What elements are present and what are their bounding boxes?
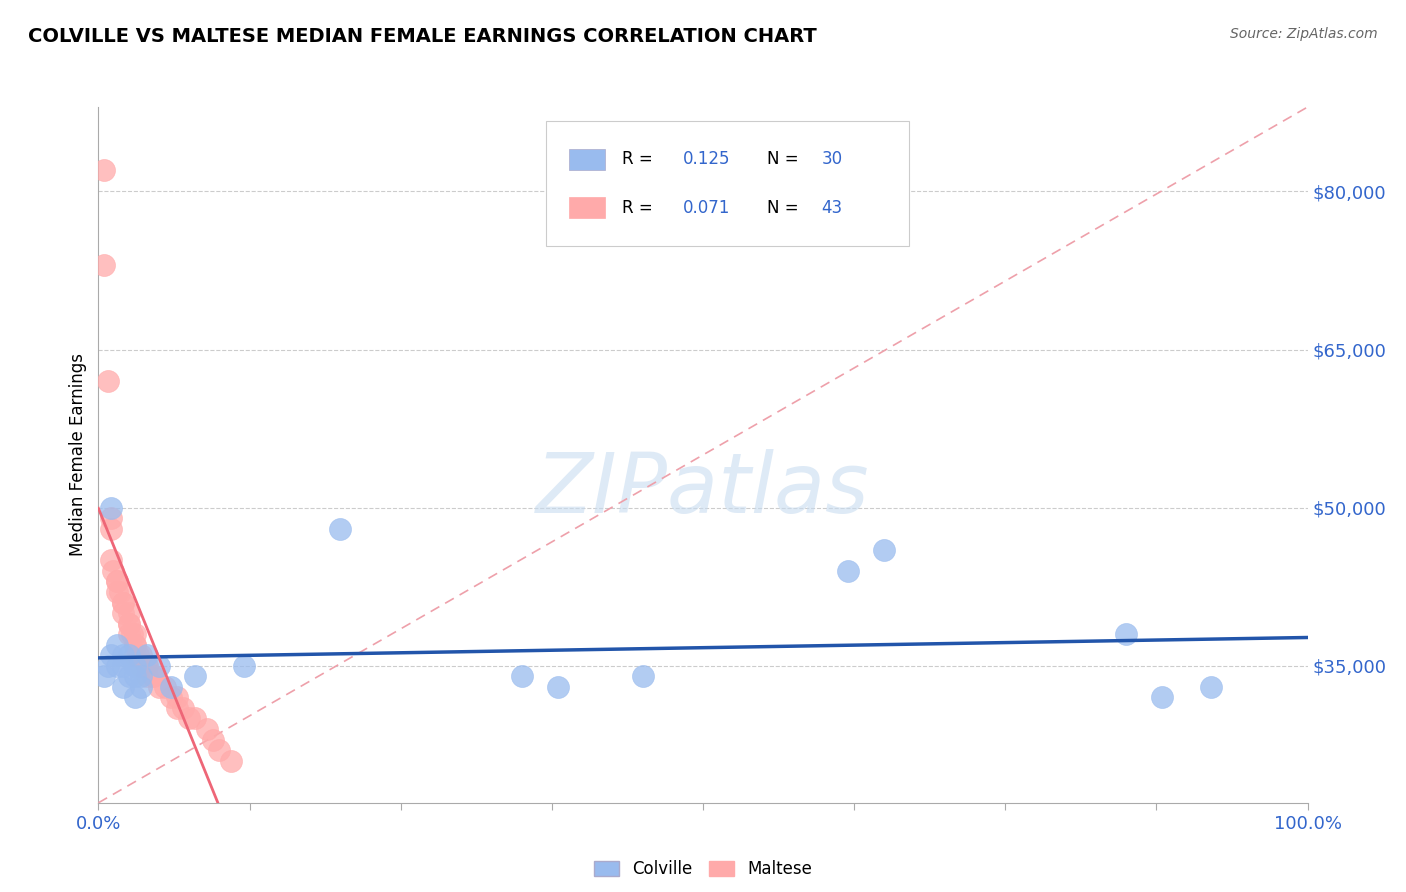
Point xyxy=(100,553,122,567)
Point xyxy=(160,690,183,705)
Point xyxy=(100,511,122,525)
Point xyxy=(105,574,128,589)
Point xyxy=(111,595,134,609)
Point xyxy=(124,669,146,683)
Legend: Colville, Maltese: Colville, Maltese xyxy=(588,854,818,885)
Text: 0.125: 0.125 xyxy=(682,150,730,169)
Point xyxy=(111,680,134,694)
Point xyxy=(177,711,201,725)
Text: R =: R = xyxy=(621,199,658,217)
Point xyxy=(1152,690,1174,705)
Point xyxy=(148,680,170,694)
FancyBboxPatch shape xyxy=(569,149,605,169)
Point xyxy=(124,638,146,652)
Point xyxy=(135,658,157,673)
Point xyxy=(124,638,146,652)
Text: N =: N = xyxy=(768,150,804,169)
Point xyxy=(184,711,207,725)
Text: Source: ZipAtlas.com: Source: ZipAtlas.com xyxy=(1230,27,1378,41)
Point xyxy=(148,658,170,673)
Point xyxy=(166,690,188,705)
Point xyxy=(108,585,131,599)
Point xyxy=(100,500,122,515)
Text: 43: 43 xyxy=(821,199,842,217)
Point xyxy=(124,658,146,673)
Point xyxy=(101,564,124,578)
Text: 0.071: 0.071 xyxy=(682,199,730,217)
Text: N =: N = xyxy=(768,199,804,217)
Point xyxy=(97,374,120,388)
Point xyxy=(93,669,115,683)
Point xyxy=(172,701,194,715)
Point xyxy=(510,669,533,683)
Point xyxy=(129,658,152,673)
Point xyxy=(118,669,141,683)
Text: R =: R = xyxy=(621,150,658,169)
Point xyxy=(121,627,143,641)
Point xyxy=(111,606,134,620)
Point xyxy=(118,648,141,663)
Point xyxy=(118,606,141,620)
Point xyxy=(111,648,134,663)
Point xyxy=(93,163,115,178)
Point xyxy=(631,669,654,683)
Point xyxy=(160,680,183,694)
Point xyxy=(124,690,146,705)
FancyBboxPatch shape xyxy=(569,197,605,219)
Point xyxy=(118,627,141,641)
Point xyxy=(124,648,146,663)
Point xyxy=(100,522,122,536)
Point xyxy=(221,754,243,768)
Point xyxy=(1115,627,1137,641)
Point xyxy=(142,669,165,683)
Point xyxy=(184,669,207,683)
Point xyxy=(129,669,152,683)
Y-axis label: Median Female Earnings: Median Female Earnings xyxy=(69,353,87,557)
Point xyxy=(118,616,141,631)
Point xyxy=(111,658,134,673)
Point xyxy=(1199,680,1222,694)
Point xyxy=(100,648,122,663)
Point xyxy=(97,658,120,673)
Point xyxy=(105,658,128,673)
Point xyxy=(135,658,157,673)
FancyBboxPatch shape xyxy=(546,121,908,246)
Point xyxy=(142,669,165,683)
Point xyxy=(105,638,128,652)
Point xyxy=(135,669,157,683)
Point xyxy=(129,648,152,663)
Text: 30: 30 xyxy=(821,150,842,169)
Point xyxy=(166,701,188,715)
Point xyxy=(547,680,569,694)
Point xyxy=(124,627,146,641)
Point xyxy=(135,648,157,663)
Point xyxy=(232,658,254,673)
Point xyxy=(118,616,141,631)
Point xyxy=(105,574,128,589)
Point xyxy=(208,743,231,757)
Point xyxy=(329,522,352,536)
Point xyxy=(202,732,225,747)
Point xyxy=(873,542,896,557)
Point xyxy=(129,680,152,694)
Point xyxy=(153,680,176,694)
Point xyxy=(837,564,859,578)
Text: ZIPatlas: ZIPatlas xyxy=(536,450,870,530)
Point xyxy=(93,258,115,272)
Point xyxy=(105,585,128,599)
Point xyxy=(195,722,218,736)
Point xyxy=(111,595,134,609)
Text: COLVILLE VS MALTESE MEDIAN FEMALE EARNINGS CORRELATION CHART: COLVILLE VS MALTESE MEDIAN FEMALE EARNIN… xyxy=(28,27,817,45)
Point xyxy=(127,648,149,663)
